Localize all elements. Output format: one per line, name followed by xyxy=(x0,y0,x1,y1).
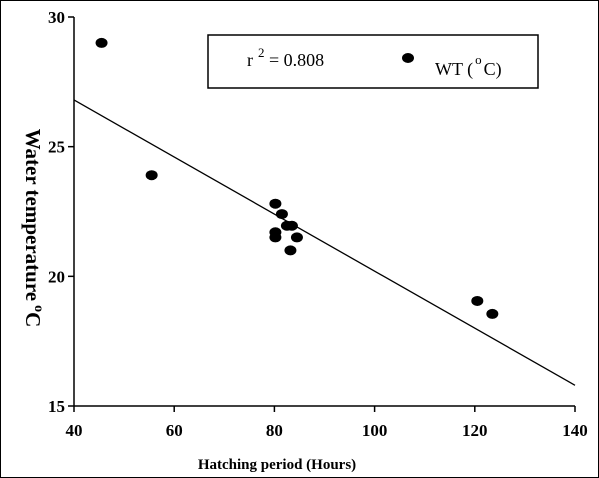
legend-marker xyxy=(402,53,414,63)
data-point xyxy=(285,220,298,231)
x-tick-label: 60 xyxy=(166,421,183,440)
x-axis-title: Hatching period (Hours) xyxy=(198,457,356,473)
x-tick-label: 80 xyxy=(266,421,283,440)
x-tick-label: 40 xyxy=(66,421,83,440)
y-axis-title: Water temperature oC xyxy=(21,129,46,328)
y-tick-label: 20 xyxy=(48,267,65,286)
legend-label-tail: C) xyxy=(484,59,502,80)
data-point xyxy=(269,198,282,209)
x-ticks: 40 60 80 100 120 140 xyxy=(66,406,588,440)
trendline xyxy=(73,99,576,386)
r-value: = 0.808 xyxy=(265,50,325,70)
r-superscript: 2 xyxy=(258,45,265,60)
data-point xyxy=(471,295,484,306)
y-axis-title-group: Water temperature oC xyxy=(21,129,46,328)
data-points xyxy=(95,37,499,319)
y-tick-label: 15 xyxy=(48,397,65,416)
x-tick-label: 140 xyxy=(562,421,588,440)
y-ticks: 15 20 25 30 xyxy=(48,8,74,416)
y-tick-label: 25 xyxy=(48,138,65,157)
data-point xyxy=(284,245,297,256)
axes xyxy=(73,17,575,407)
y-axis-title-degree: o xyxy=(31,305,46,312)
legend-box xyxy=(207,34,539,89)
x-tick-label: 120 xyxy=(462,421,488,440)
data-point xyxy=(269,232,282,243)
x-tick-label: 100 xyxy=(362,421,388,440)
y-axis-title-text: Water temperature xyxy=(21,129,45,301)
y-axis-title-unit: C xyxy=(21,312,45,327)
trendline-group xyxy=(73,99,576,386)
y-tick-label: 30 xyxy=(48,8,65,27)
data-point xyxy=(145,170,158,181)
legend-label-degree: o xyxy=(475,52,482,67)
data-point xyxy=(290,232,303,243)
data-point xyxy=(95,37,108,48)
data-point xyxy=(275,209,288,220)
legend-label: WT (o C) xyxy=(435,52,502,80)
legend-label-base: WT ( xyxy=(435,59,473,80)
data-point xyxy=(486,308,499,319)
r-label: r xyxy=(247,50,253,70)
